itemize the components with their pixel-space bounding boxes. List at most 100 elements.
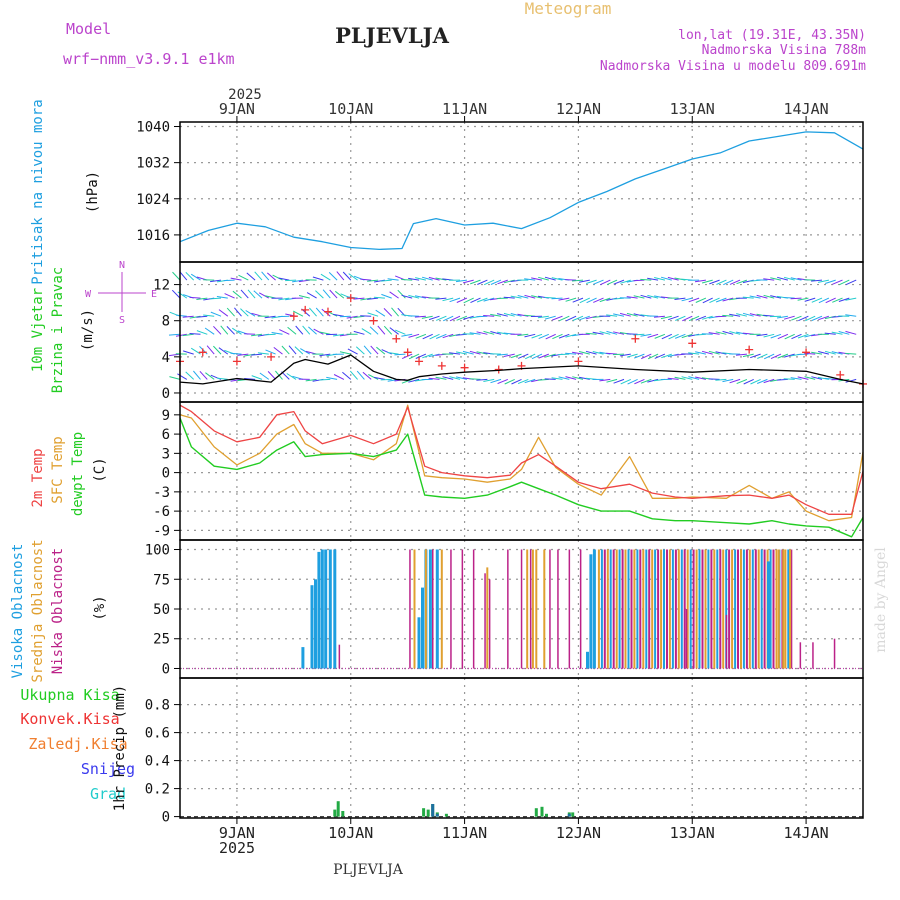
precip-legend-item: Ukupna Kisa xyxy=(20,686,119,704)
wind-arrow xyxy=(309,307,317,317)
wind-arrow xyxy=(825,297,836,304)
wind-arrow xyxy=(370,345,379,355)
cloud-block-bar xyxy=(731,549,734,669)
cloud-block-bar xyxy=(754,549,757,669)
wind-arrow xyxy=(342,271,352,281)
wind-arrow xyxy=(688,297,700,303)
panel-frame xyxy=(179,401,864,541)
wind-arrow xyxy=(681,376,693,380)
y-tick-label: -6 xyxy=(153,504,170,520)
high-cloud-bar xyxy=(328,549,332,669)
wind-arrow xyxy=(185,271,195,281)
wind-arrow xyxy=(517,333,529,337)
wind-arrow xyxy=(286,373,297,380)
wind-arrow xyxy=(736,313,748,317)
wind-arrow xyxy=(353,315,365,319)
wind-arrow xyxy=(585,315,597,320)
wind-arrow xyxy=(667,377,679,380)
wind-arrow xyxy=(627,378,638,385)
wind-arrow xyxy=(790,277,802,281)
station-title: PLJEVLJA xyxy=(335,23,449,48)
wind-arrow xyxy=(259,372,270,380)
wind-arrow xyxy=(524,353,536,360)
wind-arrow xyxy=(640,378,652,384)
wind-arrow xyxy=(375,309,386,317)
wind-arrow xyxy=(315,307,324,317)
wind-arrow xyxy=(722,330,734,335)
wind-arrow xyxy=(267,371,276,380)
wind-arrow xyxy=(742,353,754,358)
wind-arrow xyxy=(171,289,181,299)
wind-arrow xyxy=(230,378,242,382)
cloud-block-bar xyxy=(689,549,692,669)
wind-arrow xyxy=(804,315,816,322)
wind-arrow xyxy=(319,331,331,335)
wind-arrow xyxy=(763,333,775,338)
wind-arrow xyxy=(490,378,502,384)
cloud-block-bar xyxy=(734,549,737,669)
wind-arrow xyxy=(640,333,652,337)
wind-arrow xyxy=(817,279,830,283)
wind-arrow xyxy=(749,295,761,299)
wind-arrow xyxy=(504,378,515,385)
wind-arrow xyxy=(415,277,427,281)
wind-arrow xyxy=(302,325,311,335)
wind-arrow xyxy=(333,313,344,317)
high-cloud-bar xyxy=(592,549,596,669)
wind-arrow xyxy=(538,353,549,359)
wind-arrow xyxy=(783,353,795,358)
low-cloud-bar xyxy=(461,549,464,669)
cloud-block-bar xyxy=(639,549,642,669)
watermark: made by Angel xyxy=(873,547,889,653)
cloud-block-bar xyxy=(722,549,725,669)
wind-arrow xyxy=(292,310,304,317)
cloud-block-bar xyxy=(663,549,665,669)
wind-arrow xyxy=(824,332,836,335)
wind-arrow xyxy=(408,333,420,338)
wind-arrow xyxy=(408,294,420,299)
wind-arrow xyxy=(205,372,215,380)
wind-arrow xyxy=(783,378,795,380)
wind-arrow xyxy=(257,352,269,355)
wind-arrow xyxy=(182,315,194,318)
wind-arrow xyxy=(336,271,345,281)
wind-arrow xyxy=(661,333,673,340)
bottom-day-label: 13JAN xyxy=(670,824,715,842)
wind-arrow xyxy=(368,374,379,380)
wind-arrow xyxy=(606,314,618,317)
wind-arrow xyxy=(172,271,181,281)
wind-arrow xyxy=(476,297,488,303)
gust-marker xyxy=(346,294,355,303)
wind-arrow xyxy=(278,297,290,301)
wind-arrow xyxy=(572,376,584,380)
precip-legend-item: Grad xyxy=(90,785,126,803)
wind-arrow xyxy=(715,331,727,335)
wind-arrow xyxy=(675,333,686,339)
wind-arrow xyxy=(613,378,625,384)
wind-arrow xyxy=(544,276,556,281)
wind-arrow xyxy=(264,315,276,319)
gust-marker xyxy=(574,357,583,366)
wind-arrow xyxy=(524,378,536,384)
wind-arrow xyxy=(811,315,823,321)
wind-arrow xyxy=(797,376,809,380)
wind-arrow xyxy=(797,297,809,301)
wind-arrow xyxy=(503,353,515,357)
wind-arrow xyxy=(476,315,488,318)
wind-arrow xyxy=(791,333,802,340)
wind-arrow xyxy=(223,279,235,282)
wind-arrow xyxy=(355,346,365,355)
wind-arrow xyxy=(545,333,556,340)
cloud-block-bar xyxy=(624,549,627,669)
y-tick-label: 8 xyxy=(162,314,170,330)
cloud-block-bar xyxy=(668,549,671,669)
high-cloud-bar xyxy=(589,554,593,669)
wind-arrow xyxy=(497,378,508,385)
wind-arrow xyxy=(196,297,208,300)
wind-arrow xyxy=(246,272,256,281)
wind-arrow xyxy=(695,297,707,303)
cloud-block-bar xyxy=(790,549,793,669)
y-tick-label: 0.8 xyxy=(145,698,170,714)
y-tick-label: 9 xyxy=(162,408,170,424)
wind-arrow xyxy=(470,279,481,285)
